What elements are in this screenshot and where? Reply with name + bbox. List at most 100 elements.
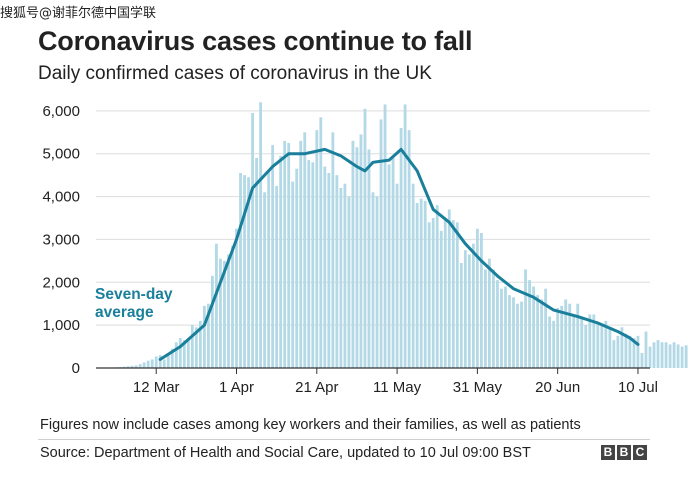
- bar: [359, 134, 363, 368]
- bar: [600, 325, 604, 368]
- bar: [375, 196, 379, 368]
- bar: [427, 222, 431, 368]
- bar: [182, 340, 186, 368]
- bar: [255, 158, 258, 368]
- bar: [431, 218, 435, 368]
- bar: [492, 269, 495, 368]
- x-tick-label: 31 May: [453, 379, 503, 396]
- bar: [536, 295, 540, 368]
- bar: [279, 155, 283, 368]
- bar: [154, 356, 158, 368]
- bar: [560, 305, 564, 368]
- bar: [235, 228, 238, 368]
- bar: [628, 335, 632, 368]
- bar: [275, 185, 279, 368]
- bar: [259, 102, 263, 369]
- bar: [552, 320, 556, 368]
- bar: [596, 323, 600, 368]
- bar: [247, 177, 250, 368]
- bar: [383, 104, 387, 368]
- bar: [251, 113, 254, 368]
- chart-title: Coronavirus cases continue to fall: [38, 26, 473, 56]
- x-tick-label: 1 Apr: [219, 379, 254, 396]
- bar: [186, 338, 190, 368]
- bar: [130, 365, 134, 368]
- bar: [355, 147, 359, 368]
- bar: [471, 243, 475, 368]
- y-tick-label: 2,000: [42, 274, 80, 291]
- bar: [166, 353, 170, 368]
- bar: [415, 203, 419, 368]
- bar: [508, 295, 511, 368]
- y-tick-label: 0: [72, 360, 80, 377]
- x-tick-label: 11 May: [373, 379, 422, 396]
- bar: [267, 170, 271, 368]
- bar: [451, 220, 455, 368]
- bar: [576, 303, 580, 368]
- bar: [215, 243, 218, 368]
- bar: [512, 297, 515, 368]
- bar: [283, 140, 287, 368]
- bar: [664, 342, 668, 368]
- bar: [572, 314, 576, 368]
- bar: [483, 269, 487, 368]
- bar: [544, 288, 548, 368]
- bar: [343, 183, 347, 368]
- bar: [608, 327, 612, 368]
- bar: [672, 342, 676, 368]
- bar: [142, 362, 146, 368]
- bar: [122, 366, 126, 368]
- seven-day-average-line: [158, 147, 640, 361]
- bar: [271, 145, 275, 368]
- bar: [580, 318, 584, 368]
- bar: [680, 346, 684, 368]
- bar: [211, 275, 214, 368]
- bar: [676, 344, 680, 368]
- bar: [331, 132, 335, 368]
- bar: [435, 205, 439, 368]
- bar: [588, 314, 592, 368]
- series-annotation-label: average: [95, 304, 154, 321]
- bar: [496, 280, 499, 368]
- bar: [311, 162, 315, 368]
- bar: [162, 359, 166, 368]
- bar: [604, 320, 608, 368]
- logo-letter: B: [617, 445, 631, 460]
- bar: [295, 168, 299, 368]
- y-tick-label: 4,000: [42, 189, 80, 206]
- bar: [568, 303, 572, 368]
- bar: [648, 346, 652, 368]
- bar: [447, 209, 451, 368]
- bar: [391, 158, 395, 368]
- bar: [632, 338, 636, 368]
- bar: [455, 222, 459, 368]
- bar: [640, 353, 644, 368]
- bar: [335, 175, 339, 368]
- bar: [475, 228, 479, 368]
- bar: [150, 359, 154, 368]
- bar: [624, 333, 628, 368]
- bar: [500, 288, 503, 368]
- bar: [367, 149, 371, 368]
- bar: [532, 286, 535, 368]
- bar: [504, 286, 507, 368]
- bar: [439, 230, 443, 368]
- bar: [134, 365, 138, 368]
- bar: [411, 183, 415, 368]
- chart-subtitle: Daily confirmed cases of coronavirus in …: [38, 63, 432, 84]
- logo-letter: B: [601, 445, 615, 460]
- bar: [379, 119, 383, 368]
- bar: [206, 303, 210, 368]
- bar: [287, 143, 291, 368]
- bar: [479, 233, 483, 368]
- bar: [395, 183, 399, 368]
- bar: [387, 164, 391, 368]
- bar: [126, 366, 130, 368]
- cases-chart: 0 1,000 2,000 3,000 4,000 5,000 6,000 12 Mar 1 A…: [42, 102, 688, 396]
- bar: [227, 254, 230, 368]
- bar: [620, 327, 624, 368]
- bar: [528, 280, 531, 368]
- bar: [443, 220, 447, 368]
- y-tick-label: 5,000: [42, 146, 80, 163]
- footnote: Figures now include cases among key work…: [40, 417, 581, 433]
